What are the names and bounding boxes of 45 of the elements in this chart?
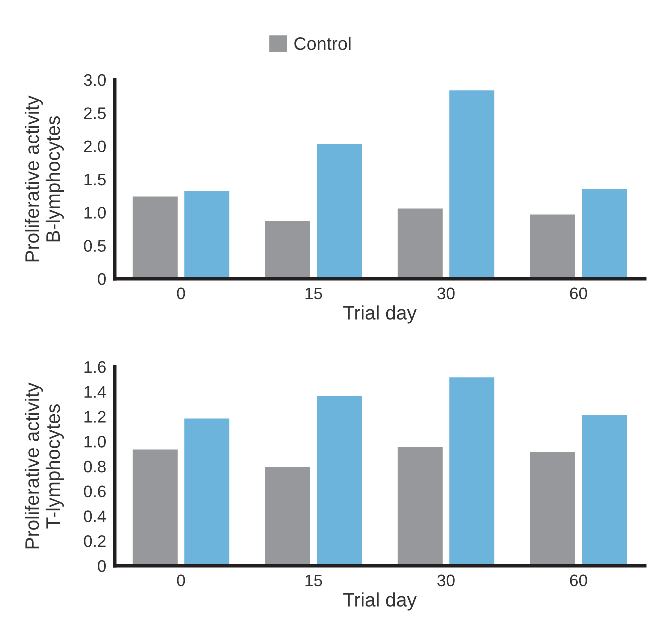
bar [264, 220, 312, 279]
bar [183, 190, 231, 279]
bar [448, 89, 496, 279]
bar [132, 448, 180, 566]
x-tick-label: 30 [438, 288, 455, 300]
y-tick-label: 0 [98, 273, 106, 286]
x-tick-label: 0 [177, 288, 186, 300]
y-tick-label: 2.0 [84, 140, 106, 153]
y-tick-label: 1.0 [84, 207, 106, 219]
bar [316, 394, 364, 566]
y-tick-label: 1.2 [84, 411, 106, 423]
bar [132, 195, 180, 279]
bar [396, 446, 444, 566]
x-tick-label: 15 [306, 288, 322, 300]
bar [529, 450, 577, 566]
bar [396, 207, 444, 279]
x-axis-title: Trial day [344, 592, 417, 611]
x-tick-label: 15 [306, 574, 322, 587]
bar [580, 188, 628, 279]
bar [580, 414, 628, 566]
legend-label: Control [294, 36, 351, 50]
bar [316, 142, 364, 279]
y-tick-label: 0.5 [84, 240, 106, 252]
x-tick-label: 60 [570, 574, 588, 587]
y-tick-label: 0.2 [84, 536, 106, 548]
bar [264, 466, 312, 566]
y-tick-label: 0.6 [84, 486, 106, 498]
x-tick-label: 0 [177, 574, 186, 587]
y-axis-title: Proliferative activity B-lymphocytes [24, 96, 64, 262]
y-tick-label: 0 [98, 560, 106, 572]
x-tick-label: 30 [438, 574, 455, 587]
bar [448, 376, 496, 566]
bar [529, 213, 577, 279]
y-axis-title: Proliferative activity T-lymphocytes [24, 382, 64, 549]
y-tick-label: 0.8 [84, 460, 106, 473]
y-tick-label: 2.5 [84, 108, 106, 120]
x-axis-title: Trial day [344, 306, 417, 324]
y-tick-label: 1.4 [84, 386, 106, 398]
y-tick-label: 3.0 [84, 74, 106, 86]
y-tick-label: 1.5 [84, 174, 106, 186]
x-tick-label: 60 [570, 288, 588, 300]
y-tick-label: 0.4 [84, 510, 106, 522]
y-tick-label: 1.0 [84, 436, 106, 448]
bar [183, 417, 231, 566]
y-tick-label: 1.6 [84, 361, 106, 374]
